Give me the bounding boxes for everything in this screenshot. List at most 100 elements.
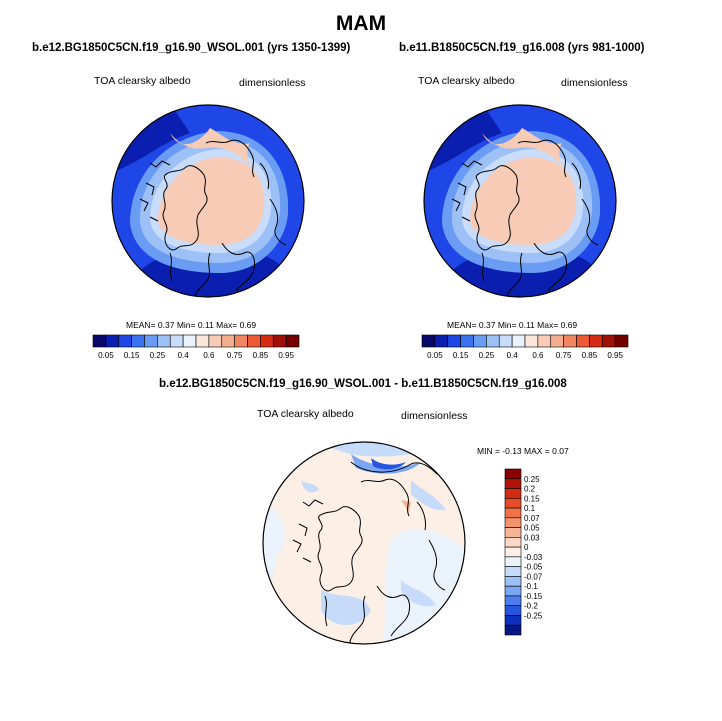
panel-1-colorbar-swatch-0 xyxy=(92,334,107,348)
diff-panel-title: b.e12.BG1850C5CN.f19_g16.90_WSOL.001 - b… xyxy=(159,378,567,390)
panel-2-colorbar-swatch-11 xyxy=(563,334,577,348)
panel-1-max-value: 0.69 xyxy=(239,320,257,330)
panel-2-min-value: 0.11 xyxy=(518,320,535,330)
diff-colorbar-swatch-1 xyxy=(504,478,522,489)
diff-min-value: -0.13 xyxy=(502,446,522,456)
diff-colorbar-swatch-8 xyxy=(504,546,522,558)
diff-colorbar-swatch-11 xyxy=(504,576,522,587)
panel-2-colorbar-swatch-3 xyxy=(460,334,474,348)
panel-2-colorbar-swatch-9 xyxy=(537,334,552,348)
panel-2-colorbar-swatch-6 xyxy=(498,334,513,348)
panel-1-colorbar-tick-label: 0.95 xyxy=(278,351,294,360)
panel-2-colorbar-swatch-7 xyxy=(511,334,526,348)
panel-1-colorbar-tick-label: 0.25 xyxy=(150,351,166,360)
panel-1-min-value: 0.11 xyxy=(197,320,214,330)
panel-1-case-title: b.e12.BG1850C5CN.f19_g16.90_WSOL.001 (yr… xyxy=(32,42,351,54)
diff-colorbar-tick-label: -0.2 xyxy=(524,602,538,611)
panel-2-colorbar-tick-label: 0.4 xyxy=(507,351,519,360)
diff-colorbar-tick-label: -0.05 xyxy=(524,563,543,572)
panel-1-colorbar-tick-label: 0.6 xyxy=(203,351,215,360)
diff-panel-variable-label: TOA clearsky albedo xyxy=(257,408,354,420)
panel-2-colorbar-swatch-15 xyxy=(614,334,629,348)
panel-2-colorbar-swatch-1 xyxy=(434,334,449,348)
panel-2-units-label: dimensionless xyxy=(561,77,628,89)
diff-colorbar: 0.250.20.150.10.070.050.030-0.03-0.05-0.… xyxy=(504,468,543,636)
panel-1-colorbar-tick-label: 0.75 xyxy=(227,351,243,360)
diff-colorbar-tick-label: 0.25 xyxy=(524,475,540,484)
panel-1-colorbar-swatch-3 xyxy=(131,334,145,348)
diff-colorbar-tick-label: -0.25 xyxy=(524,611,543,620)
panel-2-mean-label: MEAN= xyxy=(447,320,477,330)
diff-colorbar-tick-label: 0.07 xyxy=(524,514,540,523)
panel-2-max-value: 0.69 xyxy=(560,320,578,330)
panel-2-min-label: Min= xyxy=(497,320,517,330)
diff-colorbar-tick-label: 0.15 xyxy=(524,494,540,503)
panel-1-min-label: Min= xyxy=(176,320,196,330)
panel-2-colorbar-tick-label: 0.95 xyxy=(607,351,623,360)
diff-colorbar-tick-label: -0.03 xyxy=(524,553,543,562)
panel-1-colorbar-swatch-7 xyxy=(182,334,197,348)
panel-2-variable-label: TOA clearsky albedo xyxy=(418,75,515,87)
panel-1-colorbar-swatch-14 xyxy=(272,334,287,348)
panel-1-colorbar-swatch-1 xyxy=(105,334,120,348)
panel-2-colorbar-tick-label: 0.6 xyxy=(532,351,544,360)
panel-1-colorbar-tick-label: 0.85 xyxy=(253,351,269,360)
panel-1-colorbar-swatch-12 xyxy=(247,334,261,348)
panel-2-colorbar-tick-label: 0.05 xyxy=(427,351,443,360)
panel-1-colorbar-swatch-9 xyxy=(208,334,223,348)
panel-2-colorbar-swatch-12 xyxy=(576,334,590,348)
panel-2-colorbar-tick-label: 0.25 xyxy=(479,351,495,360)
diff-colorbar-swatch-13 xyxy=(504,595,522,607)
panel-2-case-title: b.e11.B1850C5CN.f19_g16.008 (yrs 981-100… xyxy=(399,42,645,54)
diff-colorbar-tick-label: -0.07 xyxy=(524,572,543,581)
diff-colorbar-tick-label: 0.1 xyxy=(524,504,536,513)
panel-1-variable-label: TOA clearsky albedo xyxy=(94,75,191,87)
diff-colorbar-swatch-2 xyxy=(504,488,522,499)
diff-colorbar-tick-label: -0.1 xyxy=(524,582,538,591)
diff-colorbar-swatch-14 xyxy=(504,605,522,616)
panel-1-colorbar-swatch-13 xyxy=(260,334,274,348)
panel-1-colorbar: 0.05 0.15 0.25 0.4 0.6 0.75 0.85 0.95 xyxy=(92,334,300,360)
panel-1-colorbar-tick-label: 0.05 xyxy=(98,351,114,360)
diff-colorbar-swatch-15 xyxy=(504,615,522,626)
panel-1-colorbar-swatch-10 xyxy=(221,334,235,348)
diff-panel-minmax: MIN = -0.13 MAX = 0.07 xyxy=(477,446,569,456)
panel-2-colorbar-swatch-10 xyxy=(550,334,564,348)
diff-colorbar-swatch-6 xyxy=(504,527,522,538)
panel-2-colorbar-swatch-13 xyxy=(589,334,603,348)
panel-2-mean-stats: MEAN= 0.37 Min= 0.11 Max= 0.69 xyxy=(447,320,577,330)
panel-2-colorbar-tick-label: 0.75 xyxy=(556,351,572,360)
diff-colorbar-tick-label: 0.05 xyxy=(524,524,540,533)
panel-2-colorbar-swatch-8 xyxy=(524,334,539,348)
panel-1-mean-stats: MEAN= 0.37 Min= 0.11 Max= 0.69 xyxy=(126,320,256,330)
panel-1-colorbar-swatch-5 xyxy=(157,334,171,348)
diff-colorbar-tick-label: 0.2 xyxy=(524,485,536,494)
panel-1-units-label: dimensionless xyxy=(239,77,306,89)
diff-colorbar-swatch-9 xyxy=(504,556,522,567)
diff-polar-map xyxy=(262,441,466,645)
figure-title: MAM xyxy=(335,12,387,35)
panel-1-colorbar-swatch-11 xyxy=(234,334,248,348)
panel-1-colorbar-swatch-4 xyxy=(144,334,158,348)
panel-2-colorbar-swatch-5 xyxy=(486,334,500,348)
panel-2-max-label: Max= xyxy=(537,320,559,330)
panel-1-mean-value: 0.37 xyxy=(157,320,175,330)
diff-colorbar-swatch-10 xyxy=(504,566,522,577)
panel-2-colorbar-swatch-0 xyxy=(421,334,436,348)
panel-1-max-label: Max= xyxy=(216,320,238,330)
diff-max-value: 0.07 xyxy=(552,446,569,456)
panel-1-polar-map xyxy=(111,104,305,298)
diff-min-label: MIN = xyxy=(477,446,500,456)
panel-2-colorbar-tick-label: 0.85 xyxy=(582,351,598,360)
panel-1-mean-label: MEAN= xyxy=(126,320,156,330)
diff-colorbar-swatch-5 xyxy=(504,517,522,528)
panel-2-colorbar: 0.05 0.15 0.25 0.4 0.6 0.75 0.85 0.95 xyxy=(421,334,629,360)
panel-1-colorbar-swatch-2 xyxy=(118,334,132,348)
panel-2-colorbar-swatch-14 xyxy=(601,334,616,348)
panel-2-mean-value: 0.37 xyxy=(478,320,496,330)
panel-2-colorbar-swatch-4 xyxy=(473,334,487,348)
diff-colorbar-swatch-12 xyxy=(504,585,522,597)
panel-1-colorbar-tick-label: 0.15 xyxy=(124,351,140,360)
panel-2-colorbar-swatch-2 xyxy=(447,334,461,348)
panel-1-colorbar-swatch-6 xyxy=(169,334,184,348)
